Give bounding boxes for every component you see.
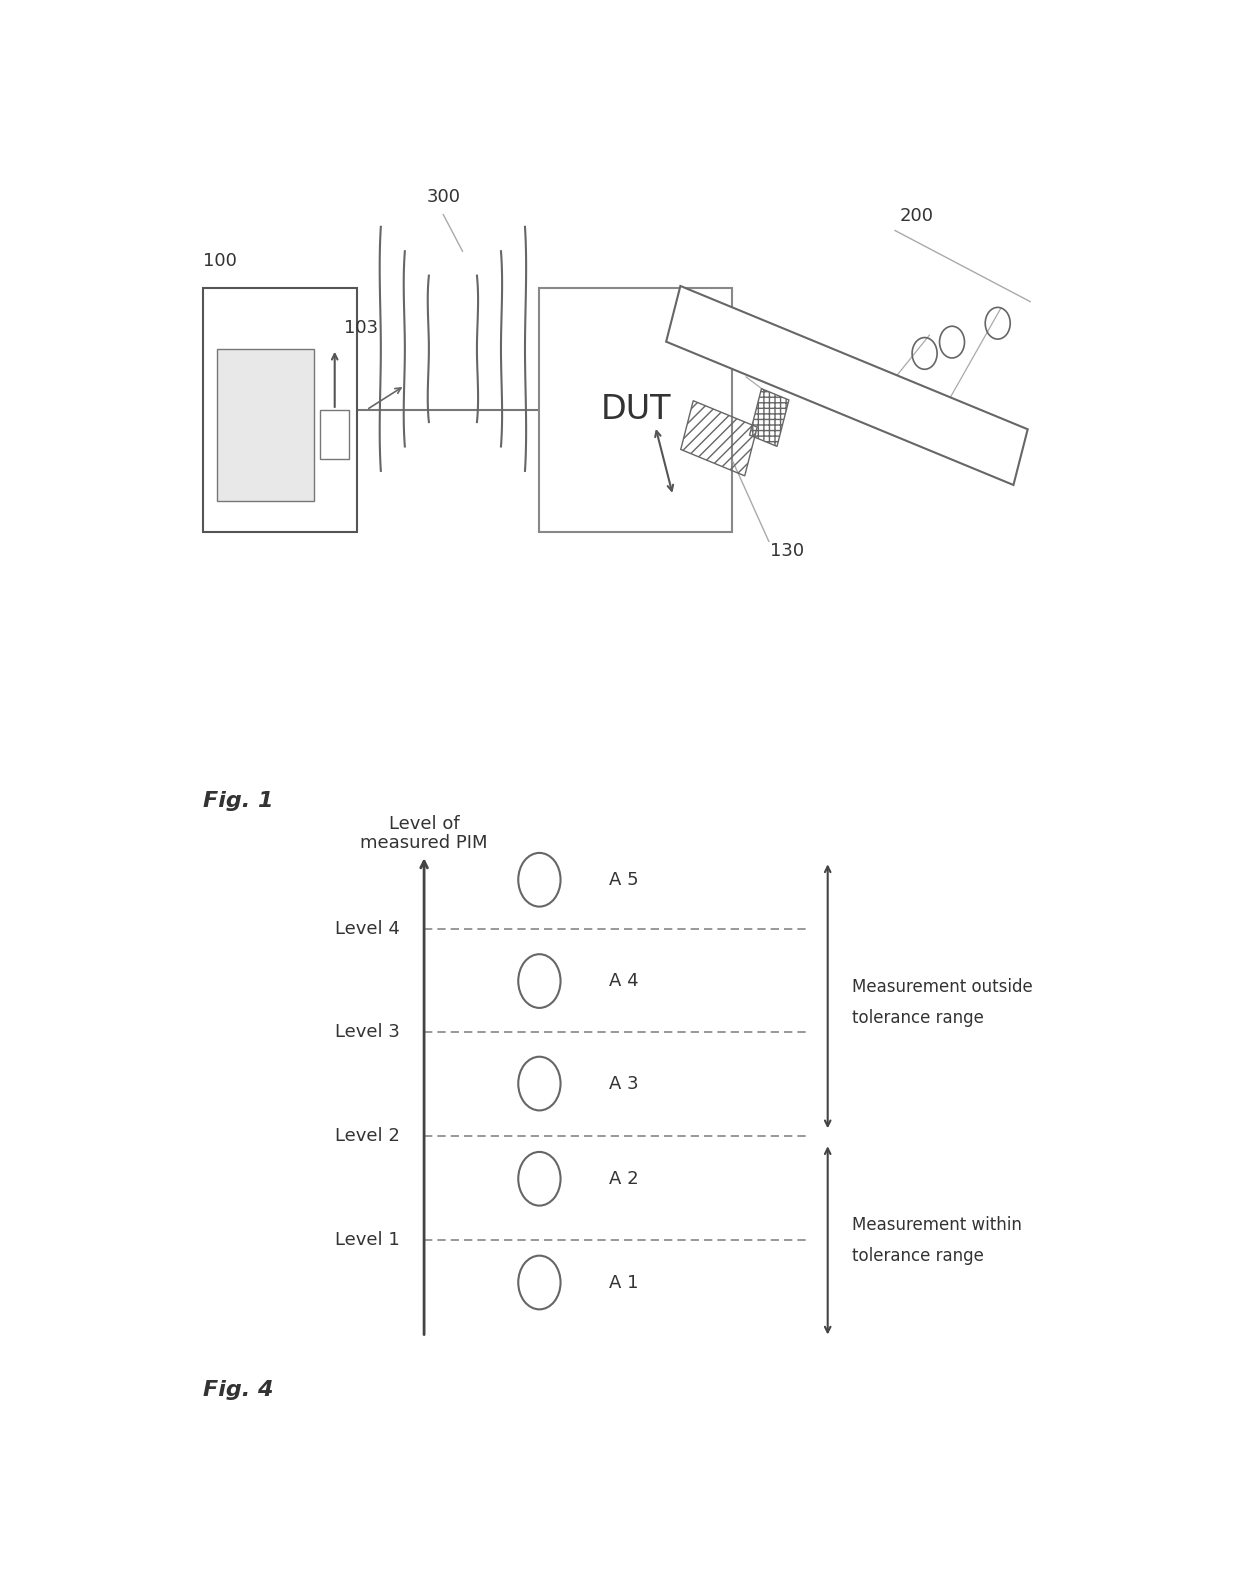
Text: 103: 103	[345, 319, 378, 336]
Text: 202: 202	[742, 353, 773, 371]
Text: A 5: A 5	[609, 870, 639, 889]
Text: 204: 204	[934, 411, 965, 428]
Text: Level 3: Level 3	[335, 1024, 401, 1041]
Text: A 2: A 2	[609, 1170, 639, 1187]
Text: Level 1: Level 1	[335, 1232, 401, 1249]
Text: 100: 100	[203, 252, 237, 269]
Text: Fig. 1: Fig. 1	[203, 791, 274, 810]
Text: Measurement outside: Measurement outside	[852, 978, 1033, 995]
FancyBboxPatch shape	[539, 288, 732, 533]
Text: Level 2: Level 2	[335, 1127, 401, 1144]
Text: DUT: DUT	[600, 393, 671, 426]
FancyBboxPatch shape	[217, 349, 314, 501]
Text: Fig. 4: Fig. 4	[203, 1381, 274, 1400]
Text: 130: 130	[770, 542, 805, 561]
Text: tolerance range: tolerance range	[852, 1247, 983, 1265]
Text: Level of: Level of	[389, 815, 459, 834]
Text: 300: 300	[427, 189, 460, 206]
Text: Level 4: Level 4	[335, 919, 401, 938]
Text: tolerance range: tolerance range	[852, 1008, 983, 1027]
Text: 200: 200	[900, 206, 934, 225]
Text: Measurement within: Measurement within	[852, 1216, 1022, 1235]
Text: A 4: A 4	[609, 972, 639, 991]
Text: A 1: A 1	[609, 1273, 639, 1292]
Text: A 3: A 3	[609, 1075, 639, 1092]
FancyBboxPatch shape	[203, 288, 357, 533]
Polygon shape	[666, 285, 1028, 485]
Text: 203: 203	[866, 396, 898, 414]
FancyBboxPatch shape	[320, 411, 350, 458]
Text: measured PIM: measured PIM	[361, 834, 487, 851]
Text: 201: 201	[703, 334, 734, 353]
